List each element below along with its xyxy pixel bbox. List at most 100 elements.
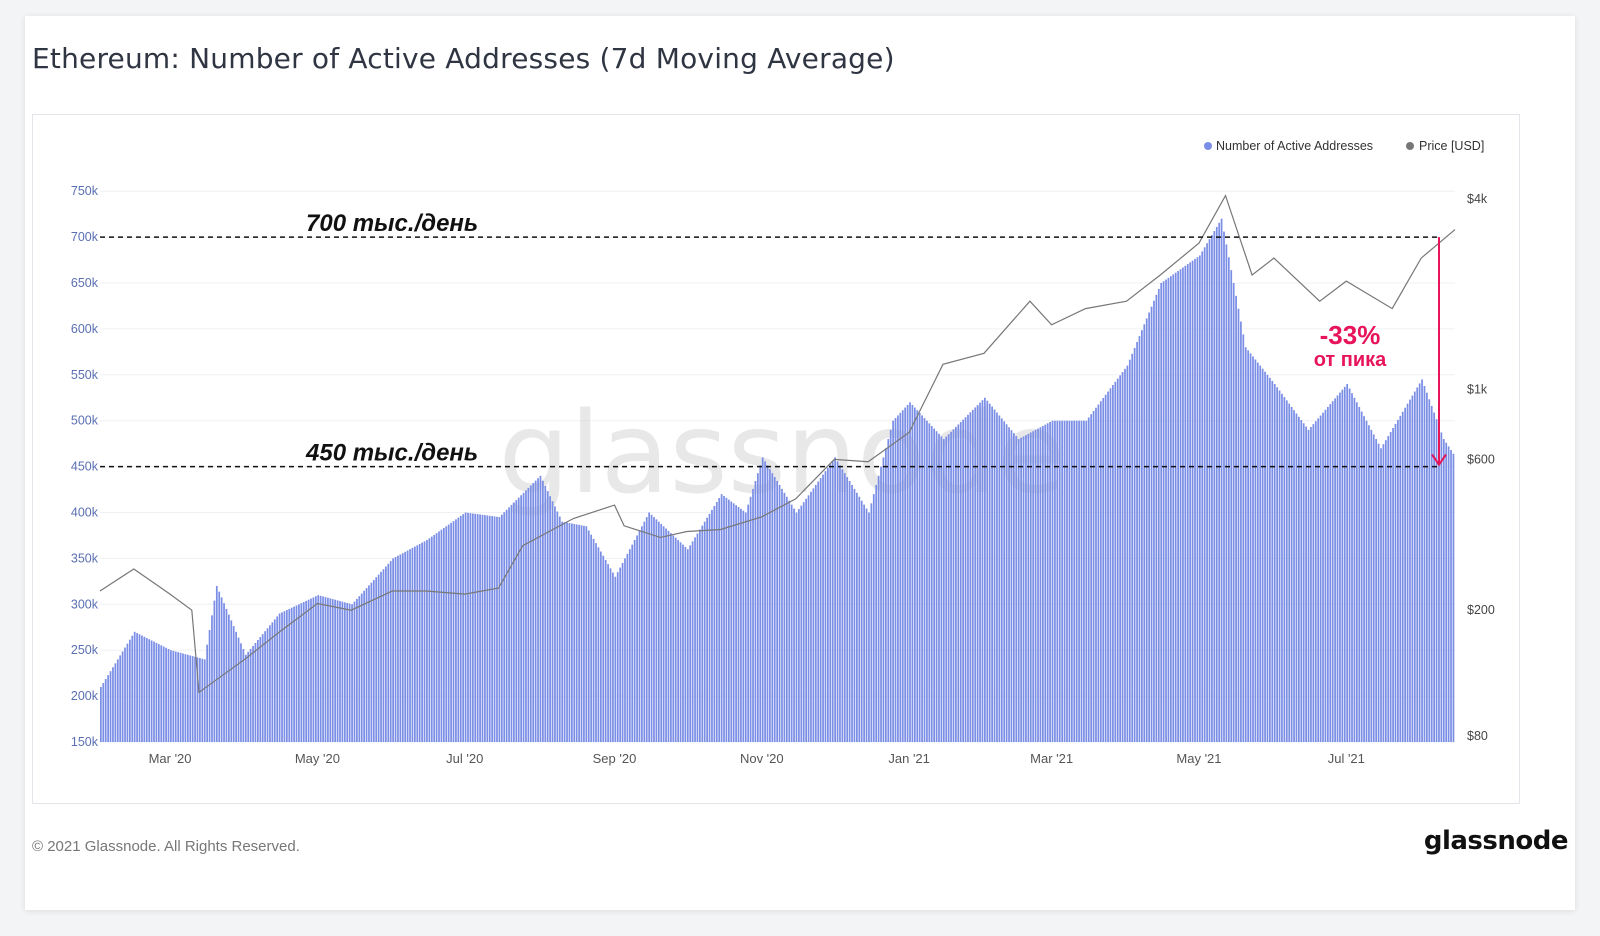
bar: [382, 569, 385, 742]
bar: [592, 538, 595, 742]
bar: [317, 595, 320, 742]
bar: [184, 654, 187, 742]
bar: [754, 481, 757, 742]
bar: [1010, 430, 1013, 742]
bar: [1404, 407, 1407, 742]
bar: [1341, 389, 1344, 742]
bar: [708, 513, 711, 742]
bar: [682, 544, 684, 742]
bar: [1015, 436, 1018, 742]
bar: [375, 577, 378, 742]
bar: [969, 412, 972, 742]
bar: [1051, 420, 1054, 742]
bar: [926, 420, 928, 742]
bar: [1220, 218, 1223, 743]
bar: [298, 604, 300, 742]
bar: [191, 656, 194, 742]
bar: [923, 418, 926, 742]
bar: [1206, 243, 1208, 742]
y2-tick-label: $1k: [1467, 382, 1488, 396]
bar: [155, 642, 158, 742]
bar: [510, 504, 513, 742]
bar: [1273, 383, 1276, 742]
bar: [633, 540, 636, 742]
bar: [1346, 383, 1349, 742]
bar: [1372, 434, 1375, 742]
bar: [935, 431, 938, 742]
x-tick-label: Nov '20: [740, 751, 784, 766]
bar: [1421, 379, 1423, 742]
bar: [281, 612, 283, 742]
bar: [517, 497, 520, 742]
bar: [440, 529, 443, 742]
bar: [916, 410, 919, 742]
bar: [1302, 423, 1305, 742]
bar: [1008, 427, 1010, 742]
bar: [1227, 257, 1230, 742]
bar: [148, 639, 151, 742]
bar: [1189, 262, 1192, 742]
bar: [1165, 279, 1167, 742]
bar: [643, 521, 646, 742]
bar: [653, 517, 655, 742]
bar: [261, 634, 264, 742]
bar: [1160, 283, 1163, 742]
bar: [1278, 390, 1281, 742]
bar: [858, 496, 861, 742]
bar: [1186, 264, 1189, 742]
bar: [157, 644, 160, 742]
bar: [346, 602, 349, 742]
x-tick-label: Mar '20: [149, 751, 192, 766]
bar: [252, 645, 254, 742]
bar: [1249, 353, 1252, 742]
bar: [1285, 400, 1288, 742]
bar: [1324, 409, 1327, 742]
bar: [655, 519, 658, 742]
bar: [1314, 421, 1317, 742]
bar: [725, 497, 728, 742]
bar: [1387, 436, 1390, 742]
glassnode-logo: glassnode: [1423, 826, 1569, 856]
bar: [795, 512, 798, 742]
bar: [363, 590, 366, 742]
bar: [418, 543, 421, 742]
bar: [505, 509, 508, 742]
bar: [203, 659, 206, 742]
bar: [776, 481, 779, 742]
bar: [423, 541, 426, 742]
bar: [551, 501, 554, 742]
bar: [513, 502, 515, 742]
bar: [1032, 431, 1035, 742]
bar: [660, 523, 663, 742]
bar: [1252, 356, 1254, 742]
bar: [319, 595, 322, 742]
bar: [824, 471, 827, 742]
bar: [102, 682, 105, 742]
bar: [1375, 439, 1378, 742]
bar: [570, 523, 573, 742]
bar: [1167, 277, 1170, 742]
y-tick-label: 200k: [71, 689, 99, 703]
bar: [546, 491, 549, 742]
bar: [1368, 425, 1370, 742]
bar: [1155, 294, 1158, 742]
bar: [522, 492, 525, 742]
bar: [1085, 420, 1088, 742]
bar: [1380, 448, 1382, 742]
bar: [674, 537, 677, 742]
bar: [679, 542, 682, 742]
bar: [1201, 251, 1204, 742]
bar: [186, 654, 189, 742]
bar: [452, 521, 455, 742]
bar: [752, 488, 754, 742]
bar: [667, 530, 670, 742]
bar: [438, 531, 440, 742]
bar: [290, 607, 293, 742]
bar: [503, 512, 506, 742]
bar: [1416, 387, 1419, 742]
bar: [469, 513, 472, 742]
bar: [314, 596, 317, 742]
x-tick-label: Jan '21: [888, 751, 930, 766]
bar: [993, 409, 996, 742]
bar: [445, 526, 448, 742]
